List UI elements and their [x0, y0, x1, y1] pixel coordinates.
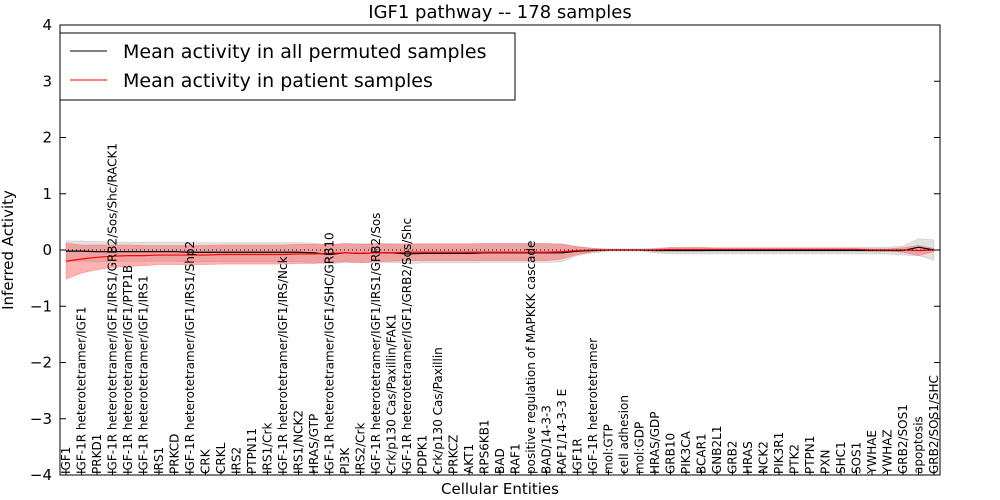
entity-label: BCAR1 [695, 433, 709, 474]
entity-label: PIK3R1 [772, 432, 786, 474]
x-axis-ticks [65, 470, 935, 475]
entity-label: IGF-1R heterotetramer/IGF1/IRS/Nck [276, 256, 290, 474]
entity-label: GRB2/SOS1 [896, 404, 910, 474]
entity-label: IRS1/Crk [261, 423, 275, 474]
entity-label: PDPK1 [416, 435, 430, 474]
legend: Mean activity in all permuted samples Me… [59, 32, 516, 101]
legend-label-patient: Mean activity in patient samples [123, 70, 433, 92]
entity-label: apoptosis [912, 416, 926, 474]
entity-label: GRB10 [664, 433, 678, 474]
entity-label: IGF-1R heterotetramer/IGF1 [75, 307, 89, 474]
ytick-label: −3 [30, 410, 52, 428]
ytick-label: 1 [42, 185, 52, 203]
legend-box [59, 32, 516, 101]
entity-label: YWHAE [865, 430, 879, 475]
entity-label: IGF1R [571, 438, 585, 474]
x-axis-label: Cellular Entities [441, 480, 559, 498]
entity-label: IGF-1R heterotetramer/IGF1/SHC/GRB10 [323, 232, 337, 474]
entity-label: HRAS [741, 441, 755, 474]
entity-label: PRKCD [168, 434, 182, 474]
ytick-label: 3 [42, 72, 52, 90]
entity-label: IGF-1R heterotetramer/IGF1/IRS1/Shp2 [183, 241, 197, 474]
entity-label: IGF-1R heterotetramer/IGF1/IRS1/GRB2/Sos… [106, 143, 120, 474]
entity-label: CRKL [214, 442, 228, 474]
entity-label: IGF-1R heterotetramer [586, 338, 600, 474]
entity-label: PIK3CA [679, 430, 693, 474]
entity-label: IRS2/Crk [354, 423, 368, 474]
legend-label-permuted: Mean activity in all permuted samples [123, 41, 486, 63]
entity-label: GRB2 [726, 440, 740, 474]
ytick-label: −4 [30, 466, 52, 484]
entity-label: Crk/p130 Cas/Paxillin/FAK1 [385, 314, 399, 474]
entity-label: IRS2 [230, 447, 244, 474]
entity-label: SHC1 [834, 441, 848, 474]
entity-label: GRB2/SOS1/SHC [927, 375, 941, 474]
entity-label: mol:GTP [602, 424, 616, 474]
entity-label: PI3K [338, 447, 352, 474]
entity-label: positive regulation of MAPKKK cascade [524, 241, 538, 474]
entity-label: SOS1 [850, 442, 864, 474]
entity-label: RAF1/14-3-3 E [555, 389, 569, 474]
entity-label: RAF1 [509, 443, 523, 474]
ytick-label: 4 [42, 16, 52, 34]
entity-label: IGF-1R heterotetramer/IGF1/IRS1/GRB2/Sos [369, 213, 383, 474]
entity-label: IRS1 [152, 447, 166, 474]
entity-label: IRS1/NCK2 [292, 410, 306, 474]
entity-label: RPS6KB1 [478, 419, 492, 474]
ytick-label: −1 [30, 297, 52, 315]
entity-label: mol:GDP [633, 422, 647, 474]
entity-label: CRK [199, 448, 213, 474]
entity-label: NCK2 [757, 441, 771, 474]
entity-label: cell adhesion [617, 395, 631, 474]
entity-label: IGF-1R heterotetramer/IGF1/GRB2/Sos/Shc [400, 218, 414, 474]
entity-label: HRAS/GTP [307, 414, 321, 474]
entity-label: IGF1 [59, 447, 73, 474]
ytick-label: 2 [42, 129, 52, 147]
entity-label: GNB2L1 [710, 426, 724, 474]
entity-label: PRKD1 [90, 434, 104, 474]
entity-label: PTPN11 [245, 428, 259, 474]
y-axis-ticks: 4 3 2 1 0 −1 −2 −3 −4 [30, 16, 940, 484]
entity-label: PTK2 [788, 444, 802, 474]
entity-label: PXN [819, 450, 833, 474]
entity-label: IGF-1R heterotetramer/IGF1/PTP1B [121, 265, 135, 474]
entity-label: YWHAZ [881, 429, 895, 475]
entity-label: BAD [493, 448, 507, 474]
entity-label: PTPN1 [803, 436, 817, 474]
ytick-label: 0 [42, 241, 52, 259]
entity-label: HRAS/GDP [648, 411, 662, 474]
entity-label: Crk/p130 Cas/Paxillin [431, 347, 445, 474]
series-lines [65, 246, 935, 262]
entity-label: PRKCZ [447, 435, 461, 474]
chart-title: IGF1 pathway -- 178 samples [368, 2, 631, 23]
entity-label: BAD/14-3-3 [540, 405, 554, 474]
ytick-label: −2 [30, 354, 52, 372]
y-axis-label: Inferred Activity [0, 190, 17, 310]
entity-label: IGF-1R heterotetramer/IGF1/IRS1 [137, 275, 151, 474]
entity-label: AKT1 [462, 444, 476, 474]
entity-labels: IGF1 IGF-1R heterotetramer/IGF1 PRKD1 IGF-1… [59, 143, 941, 475]
